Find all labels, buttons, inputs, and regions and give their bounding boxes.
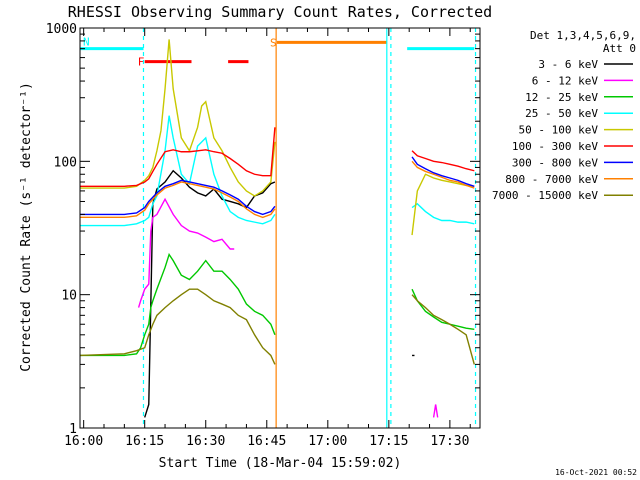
legend-entry-label: 800 - 7000 keV xyxy=(505,173,598,186)
legend-entry-label: 50 - 100 keV xyxy=(519,124,599,137)
series-line xyxy=(80,252,276,357)
legend-entry-label: 7000 - 15000 keV xyxy=(492,189,598,202)
series-line xyxy=(144,169,276,418)
vertical-lines xyxy=(142,28,477,428)
legend-entry-label: 6 - 12 keV xyxy=(532,74,599,87)
x-tick-label: 17:30 xyxy=(430,434,469,449)
y-tick-label: 1 xyxy=(69,422,77,437)
series-line xyxy=(411,294,475,365)
x-tick-label: 16:00 xyxy=(64,434,103,449)
series-line xyxy=(432,404,439,418)
legend-entry-label: 25 - 50 keV xyxy=(525,107,598,120)
y-axis-label: Corrected Count Rate (s⁻¹ detector⁻¹) xyxy=(19,82,34,372)
legend-entry-label: 300 - 800 keV xyxy=(512,156,598,169)
series-line xyxy=(80,181,276,219)
legend-header-line: Att 0 xyxy=(603,42,636,55)
series-line xyxy=(80,39,276,197)
footer-timestamp: 16-Oct-2021 00:52 xyxy=(555,468,637,477)
y-tick-label: 1000 xyxy=(46,22,77,37)
x-axis-label: Start Time (18-Mar-04 15:59:02) xyxy=(159,456,402,471)
y-tick-label: 100 xyxy=(54,155,77,170)
legend: Det 1,3,4,5,6,9,Att 0 3 - 6 keV 6 - 12 keV… xyxy=(492,29,636,202)
series-line xyxy=(411,156,475,187)
chart-title: RHESSI Observing Summary Count Rates, Co… xyxy=(68,3,492,21)
x-tick-label: 16:45 xyxy=(247,434,286,449)
x-tick-label: 17:00 xyxy=(308,434,347,449)
flag-layer: N F S xyxy=(80,36,475,69)
legend-entry-label: 3 - 6 keV xyxy=(538,58,598,71)
series-line xyxy=(411,202,475,225)
series-layer xyxy=(79,39,475,418)
axes: 16:00 16:15 16:30 16:45 17:00 17:15 17:30 1 10 10… xyxy=(46,22,481,449)
flag-label-f: F xyxy=(138,56,145,69)
legend-header-line: Det 1,3,4,5,6,9, xyxy=(530,29,636,42)
series-line xyxy=(80,179,276,216)
x-tick-label: 16:15 xyxy=(125,434,164,449)
series-line xyxy=(79,288,276,365)
series-line xyxy=(80,127,276,187)
plot-frame xyxy=(79,27,481,429)
series-line xyxy=(411,160,475,189)
legend-entry-label: 12 - 25 keV xyxy=(525,91,598,104)
series-line xyxy=(411,150,475,172)
series-line xyxy=(137,197,235,308)
x-tick-label: 16:30 xyxy=(186,434,225,449)
x-tick-label: 17:15 xyxy=(369,434,408,449)
flag-label-s: S xyxy=(270,36,277,49)
series-line xyxy=(411,288,475,330)
legend-entry-label: 100 - 300 keV xyxy=(512,140,598,153)
y-tick-label: 10 xyxy=(61,289,77,304)
flag-label-n: N xyxy=(83,36,90,49)
